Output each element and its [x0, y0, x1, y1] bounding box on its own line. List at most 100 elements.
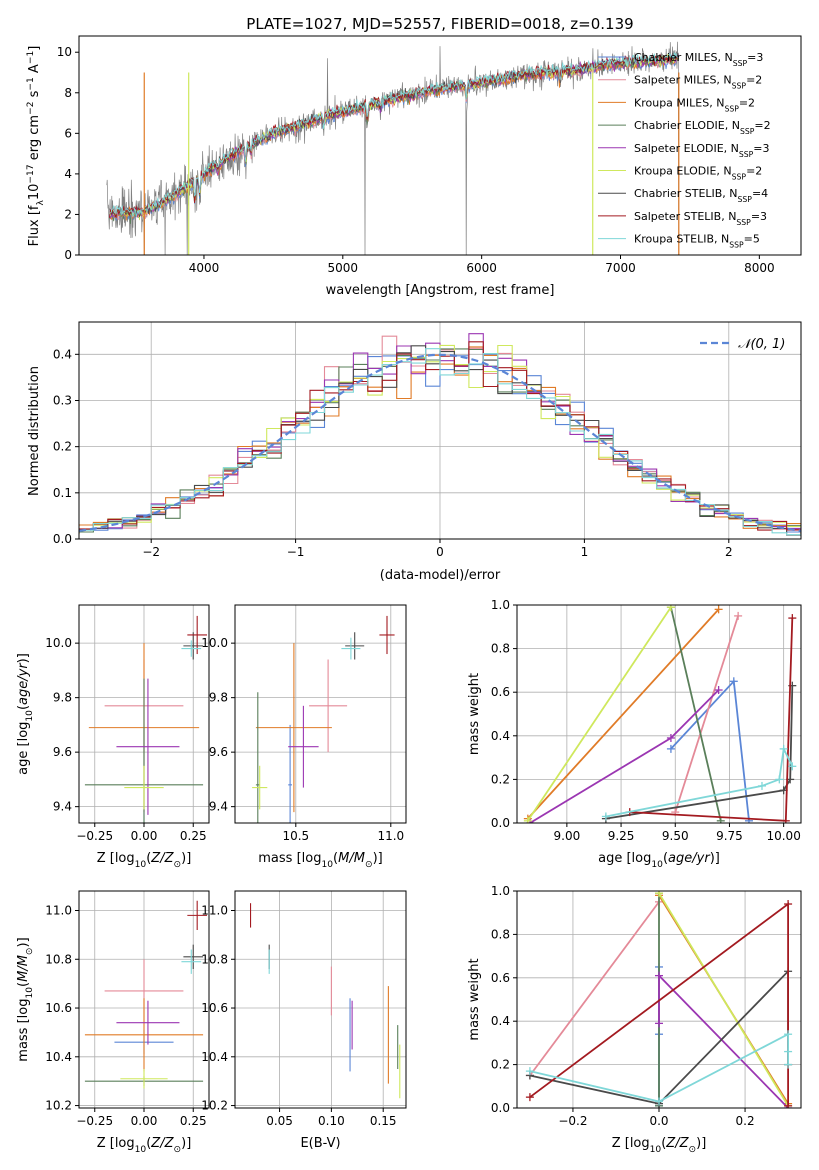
y-tick-label: 0.8 — [491, 642, 510, 656]
y-tick-label: 4 — [64, 167, 72, 181]
x-axis-label: age [log10(age/yr)] — [598, 851, 720, 870]
axes-frame — [78, 321, 802, 540]
y-tick-label: 9.6 — [53, 745, 72, 759]
x-axis-label: mass [log10(M/M⊙)] — [258, 851, 382, 870]
errorbar-point-4 — [288, 705, 319, 788]
weight-marker — [666, 733, 675, 742]
y-tick-label: 10.2 — [45, 1099, 72, 1113]
weight-metallicity-axes: −0.2 0.0 0.2 0.0 0.2 0.4 0.6 0.8 1.0 Z [log10(Z/Z… — [467, 884, 802, 1155]
x-tick-label: 9.50 — [662, 829, 689, 843]
y-tick-label: 11.0 — [45, 904, 72, 918]
histogram-step-8 — [79, 348, 801, 536]
weight-marker — [655, 891, 663, 898]
y-tick-label: 10.4 — [45, 1050, 72, 1064]
weight-line-1 — [674, 615, 739, 813]
y-tick-label: 0.4 — [53, 347, 72, 361]
legend-entry-5: Kroupa ELODIE, NSSP=2 — [634, 165, 762, 182]
x-tick-label: 0.10 — [318, 1114, 345, 1128]
legend-entry-7: Salpeter STELIB, NSSP=3 — [634, 210, 767, 227]
spectrum-axes: 4000 5000 6000 7000 8000 0 2 4 6 8 10 Chabrier MILE… — [26, 35, 802, 298]
weight-marker — [784, 1060, 793, 1069]
x-tick-label: 4000 — [189, 261, 220, 275]
y-tick-label: 2 — [64, 207, 72, 221]
y-axis-label: Normed distribution — [27, 366, 42, 496]
weight-line-5 — [527, 606, 672, 822]
x-axis-label: Z [log10(Z/Z⊙)] — [97, 851, 192, 870]
errorbar-point-5 — [252, 765, 268, 810]
x-tick-label: 9.75 — [716, 829, 743, 843]
gaussian-curve — [79, 353, 801, 532]
y-tick-label: 0.6 — [491, 685, 510, 699]
errorbar-point-1 — [309, 659, 348, 753]
x-tick-label: −2 — [142, 545, 160, 559]
legend-entry-6: Chabrier STELIB, NSSP=4 — [634, 187, 768, 204]
weight-marker — [525, 1093, 534, 1102]
weight-marker — [716, 816, 725, 823]
y-tick-label: 0.0 — [53, 532, 72, 546]
errorbar-point-6 — [345, 632, 365, 660]
x-tick-label: 0.2 — [736, 1114, 755, 1128]
plot-area — [84, 615, 208, 823]
x-tick-label: 5000 — [328, 261, 359, 275]
x-tick-label: 10.00 — [766, 829, 800, 843]
legend-entry-3: Chabrier ELODIE, NSSP=2 — [634, 119, 771, 136]
errorbar-point-6 — [183, 944, 204, 970]
weight-marker — [757, 781, 766, 790]
axes-frame — [78, 35, 802, 256]
x-tick-label: 9.25 — [608, 829, 635, 843]
weight-marker — [666, 744, 675, 753]
y-tick-label: 0.0 — [491, 816, 510, 830]
errorbar-point-2 — [84, 998, 204, 1072]
y-tick-label: 9.4 — [209, 800, 228, 814]
y-tick-label: 10.8 — [45, 952, 72, 966]
errorbar-point-8 — [341, 637, 361, 660]
x-tick-label: 2 — [725, 545, 733, 559]
weight-marker — [784, 900, 793, 909]
y-tick-label: 11.0 — [201, 904, 228, 918]
weight-marker — [775, 775, 784, 784]
y-tick-label: 10.0 — [45, 636, 72, 650]
mass-metallicity-axes: −0.25 0.00 0.25 10.2 10.4 10.6 10.8 11.0 Z [log1… — [16, 890, 210, 1155]
x-tick-label: 0.25 — [180, 1114, 207, 1128]
x-tick-label: 11.0 — [377, 829, 404, 843]
axes-frame — [234, 604, 407, 824]
legend-entry-gaussian: 𝒩(0, 1) — [738, 337, 785, 352]
axes-frame — [78, 890, 210, 1109]
y-tick-label: 6 — [64, 126, 72, 140]
y-axis-label: mass weight — [467, 673, 482, 755]
plot-area — [84, 900, 208, 1089]
weight-marker — [714, 686, 723, 695]
weight-marker — [784, 1047, 793, 1056]
legend-entry-1: Salpeter MILES, NSSP=2 — [634, 74, 762, 91]
y-tick-label: 9.8 — [53, 691, 72, 705]
x-tick-label: 10.5 — [282, 829, 309, 843]
errorbar-point-2 — [255, 643, 332, 813]
weight-marker — [714, 605, 723, 614]
y-tick-label: 8 — [64, 86, 72, 100]
legend-entry-8: Kroupa STELIB, NSSP=5 — [634, 233, 760, 250]
errorbar-point-8 — [181, 949, 202, 974]
x-tick-label: −0.25 — [76, 829, 113, 843]
axes-frame — [516, 604, 802, 824]
weight-marker — [655, 1019, 663, 1028]
x-tick-label: 0.05 — [266, 1114, 293, 1128]
axes-frame — [516, 890, 802, 1109]
y-tick-label: 10.6 — [45, 1001, 72, 1015]
weight-marker — [788, 762, 797, 771]
errorbar-point-7 — [187, 900, 208, 931]
y-tick-label: 0.2 — [53, 440, 72, 454]
weight-line-5 — [658, 892, 789, 1107]
errorbar-point-5 — [124, 765, 164, 810]
y-axis-label: age [log10(age/yr)] — [16, 653, 35, 775]
x-tick-label: 0 — [436, 545, 444, 559]
x-tick-label: 0.25 — [180, 829, 207, 843]
y-tick-label: 0.3 — [53, 393, 72, 407]
plot-area — [252, 615, 395, 823]
y-tick-label: 9.6 — [209, 745, 228, 759]
weight-marker — [655, 1097, 663, 1106]
errorbar-point-6 — [183, 632, 204, 660]
weight-marker — [784, 1030, 793, 1039]
y-tick-label: 0.4 — [491, 729, 510, 743]
legend-entry-0: Chabrier MILES, NSSP=3 — [634, 51, 763, 68]
x-tick-label: 0.15 — [370, 1114, 397, 1128]
